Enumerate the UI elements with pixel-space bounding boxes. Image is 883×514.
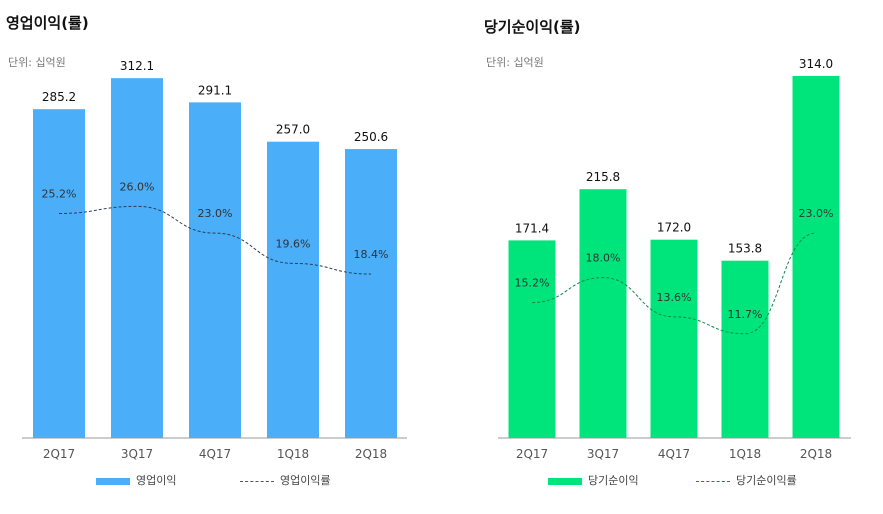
bar — [579, 189, 627, 438]
x-tick-label: 4Q17 — [199, 447, 231, 461]
x-tick-label: 3Q17 — [587, 447, 619, 461]
legend-line-label: 영업이익률 — [280, 474, 331, 487]
ratio-value-label: 23.0% — [799, 207, 834, 220]
legend-line-swatch — [696, 480, 730, 482]
bar — [650, 239, 698, 438]
ratio-value-label: 25.2% — [42, 187, 77, 200]
legend-line: 당기순이익률 — [696, 472, 797, 488]
bar-value-label: 153.8 — [728, 242, 762, 256]
bar — [111, 78, 163, 439]
legend-bar-label: 영업이익 — [136, 474, 177, 487]
bar — [721, 260, 769, 438]
ratio-value-label: 18.4% — [354, 248, 389, 261]
ratio-value-label: 11.7% — [728, 308, 763, 321]
operating-profit-panel: 영업이익(률) 단위: 십억원 285.2 2Q17 312.1 3Q17 291.1 4… — [0, 0, 440, 514]
ratio-line — [58, 205, 372, 275]
bar-value-label: 172.0 — [657, 221, 691, 235]
bar-value-label: 314.0 — [799, 57, 833, 71]
chart-title: 영업이익(률) — [6, 14, 89, 32]
legend-bar-swatch — [548, 477, 582, 485]
net-profit-chart: 171.4 2Q17 215.8 3Q17 172.0 4Q17 153.8 1Q18 314.… — [498, 57, 851, 461]
ratio-value-label: 23.0% — [198, 207, 233, 220]
legend-bar: 영업이익 — [96, 472, 176, 488]
bar-value-label: 285.2 — [42, 90, 76, 104]
legend-bar: 당기순이익 — [548, 472, 639, 488]
legend-line: 영업이익률 — [240, 472, 331, 488]
ratio-value-label: 19.6% — [276, 237, 311, 250]
chart-title: 당기순이익(률) — [484, 18, 581, 36]
operating-profit-chart: 285.2 2Q17 312.1 3Q17 291.1 4Q17 257.0 1Q18 250.… — [22, 59, 407, 461]
bar — [792, 75, 840, 438]
bar-value-label: 257.0 — [276, 123, 310, 137]
bar — [508, 240, 556, 438]
unit-label: 단위: 십억원 — [486, 56, 544, 69]
ratio-value-label: 18.0% — [586, 252, 621, 265]
legend-bar-swatch — [96, 477, 130, 485]
legend-line-label: 당기순이익률 — [736, 474, 797, 487]
bar — [267, 141, 319, 438]
x-tick-label: 1Q18 — [729, 447, 761, 461]
bar-value-label: 250.6 — [354, 130, 388, 144]
net-profit-panel: 당기순이익(률) 단위: 십억원 171.4 2Q17 215.8 3Q17 172.0… — [470, 0, 883, 514]
x-tick-label: 2Q17 — [516, 447, 548, 461]
ratio-value-label: 15.2% — [515, 277, 550, 290]
legend-bar-label: 당기순이익 — [588, 474, 639, 487]
bar — [345, 149, 397, 438]
ratio-value-label: 26.0% — [120, 180, 155, 193]
unit-label: 단위: 십억원 — [8, 56, 66, 69]
x-tick-label: 1Q18 — [277, 447, 309, 461]
ratio-line — [531, 232, 817, 335]
bar — [33, 109, 85, 438]
x-tick-label: 2Q18 — [800, 447, 832, 461]
x-tick-label: 2Q17 — [43, 447, 75, 461]
x-tick-label: 3Q17 — [121, 447, 153, 461]
bar-value-label: 171.4 — [515, 221, 549, 235]
legend-line-swatch — [240, 480, 274, 482]
x-tick-label: 2Q18 — [355, 447, 387, 461]
bar-value-label: 291.1 — [198, 83, 232, 97]
bar — [189, 102, 241, 439]
ratio-value-label: 13.6% — [657, 291, 692, 304]
bar-value-label: 215.8 — [586, 170, 620, 184]
bar-value-label: 312.1 — [120, 59, 154, 73]
x-tick-label: 4Q17 — [658, 447, 690, 461]
